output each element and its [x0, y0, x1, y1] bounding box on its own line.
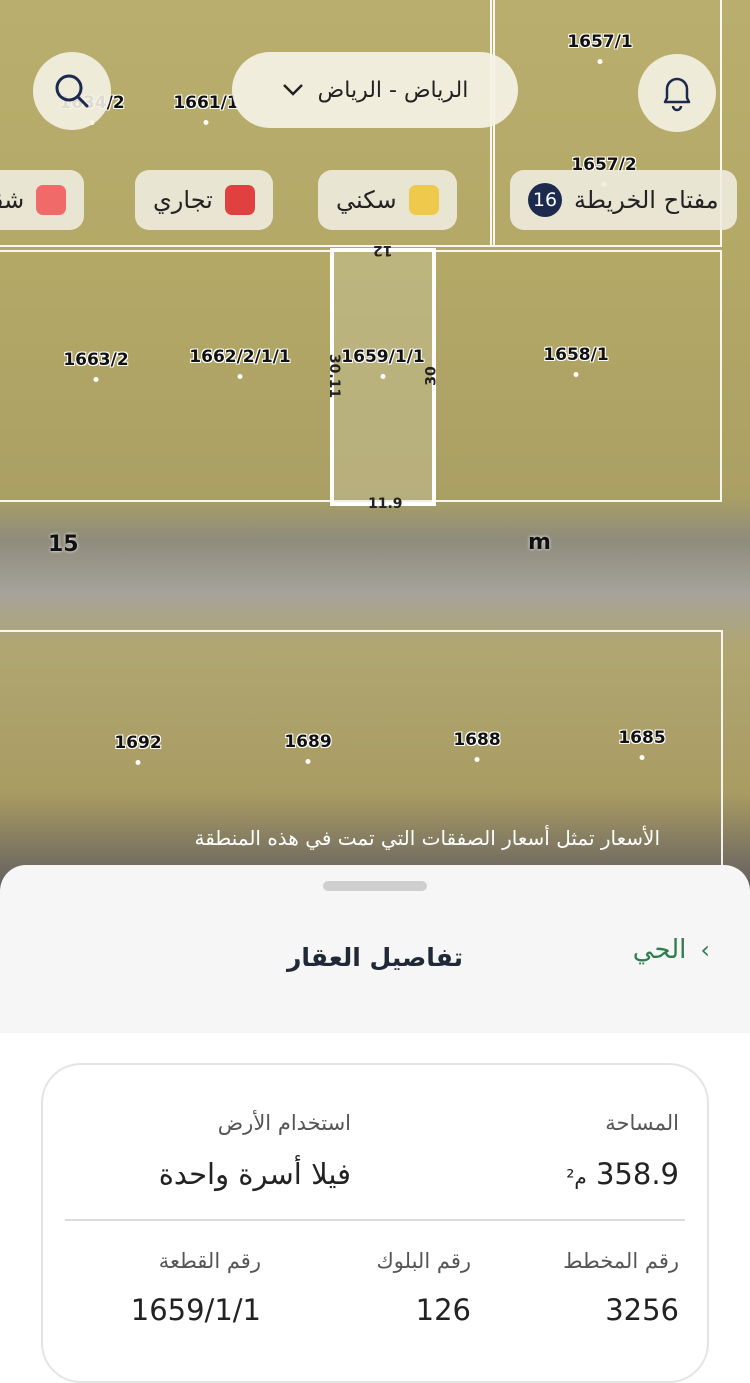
parcel-label[interactable]: 1658/1: [543, 345, 609, 365]
block-label: رقم البلوك: [376, 1249, 471, 1273]
legend-label: تجاري: [153, 186, 213, 214]
parcel-centroid: [597, 59, 603, 64]
city-label: الرياض - الرياض: [317, 77, 469, 103]
plot-label: رقم القطعة: [158, 1249, 261, 1273]
parcel-label[interactable]: 1662/2/1/1: [189, 347, 291, 367]
commercial-swatch: [224, 185, 255, 215]
parcel-label[interactable]: 1663/2: [63, 350, 129, 370]
street-label: m: [528, 530, 551, 555]
dim-left: 30.11: [326, 353, 343, 399]
parcel-label[interactable]: 1685: [618, 728, 666, 748]
chevron-right-icon: ›: [700, 936, 710, 964]
details-content: المساحة 358.9 م² استخدام الأرض فيلا أسرة…: [0, 1033, 750, 1383]
block-value: 126: [415, 1293, 471, 1327]
area-number: 358.9: [595, 1157, 679, 1191]
residential-swatch: [408, 185, 439, 215]
parcel-label[interactable]: 1692: [114, 733, 162, 753]
parcel-centroid: [237, 374, 243, 379]
parcel-label[interactable]: 1661/1: [173, 93, 239, 113]
legend-apartments[interactable]: شقق: [0, 170, 85, 230]
dim-top: 12: [373, 242, 393, 258]
parcel-centroid: [639, 755, 645, 760]
legend-commercial[interactable]: تجاري: [135, 170, 273, 230]
map-caption: الأسعار تمثل أسعار الصفقات التي تمت في ه…: [194, 826, 660, 850]
chevron-down-icon: [282, 84, 303, 96]
parcel-centroid: [573, 372, 579, 377]
plan-label: رقم المخطط: [563, 1249, 679, 1273]
parcel-centroid: [93, 377, 99, 382]
apartments-swatch: [36, 185, 67, 215]
parcel-label[interactable]: 1688: [453, 730, 501, 750]
legend-label: سكني: [336, 186, 397, 214]
area-value: 358.9 م²: [566, 1157, 679, 1191]
search-button[interactable]: [33, 52, 111, 130]
area-label: المساحة: [605, 1111, 679, 1135]
legend-label: شقق: [0, 186, 25, 214]
parcel-label[interactable]: 1659/1/1: [341, 347, 425, 367]
parcel-label[interactable]: 1689: [284, 732, 332, 752]
map-key-button[interactable]: مفتاح الخريطة 16: [510, 170, 737, 230]
map-key-label: مفتاح الخريطة: [574, 186, 719, 214]
parcel-centroid: [474, 757, 480, 762]
plan-value: 3256: [605, 1293, 679, 1327]
neighborhood-back-button[interactable]: › الحي: [633, 935, 710, 965]
parcel-centroid: [203, 120, 209, 125]
sheet-title: تفاصيل العقار: [287, 943, 463, 972]
back-label: الحي: [632, 935, 687, 965]
parcel-centroid: [305, 759, 311, 764]
property-details-sheet: تفاصيل العقار › الحي المساحة 358.9 م² اس…: [0, 865, 750, 1383]
dim-bottom: 11.9: [368, 496, 403, 512]
parcel-centroid: [380, 374, 386, 379]
land-use-value: فيلا أسرة واحدة: [158, 1157, 351, 1191]
sheet-drag-handle[interactable]: [323, 881, 427, 891]
dim-right: 30: [423, 366, 440, 386]
details-card: المساحة 358.9 م² استخدام الأرض فيلا أسرة…: [41, 1063, 709, 1383]
plot-value: 1659/1/1: [130, 1293, 261, 1327]
divider: [65, 1219, 685, 1221]
legend-residential[interactable]: سكني: [318, 170, 457, 230]
map-key-count: 16: [528, 183, 562, 217]
parcel-centroid: [135, 760, 141, 765]
search-icon: [55, 74, 89, 108]
map-view[interactable]: 1657/11661/11634/21657/21663/21662/2/1/1…: [0, 0, 750, 900]
notifications-button[interactable]: [638, 54, 716, 132]
land-use-label: استخدام الأرض: [217, 1111, 351, 1135]
area-unit: م²: [566, 1165, 587, 1189]
parcel-label[interactable]: 1657/1: [567, 32, 633, 52]
parcel-block: [0, 630, 723, 900]
street-label: 15: [48, 532, 79, 557]
city-selector[interactable]: الرياض - الرياض: [232, 52, 518, 128]
bell-icon: [663, 77, 691, 112]
